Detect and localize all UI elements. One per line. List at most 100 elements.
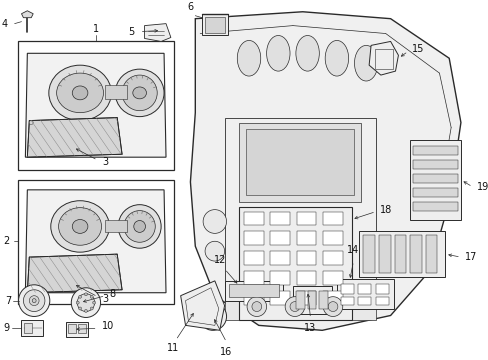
Bar: [375, 284, 388, 294]
Polygon shape: [180, 281, 224, 330]
Bar: [78, 324, 86, 333]
Circle shape: [71, 288, 101, 318]
Bar: [202, 14, 227, 36]
Bar: [244, 212, 263, 225]
Ellipse shape: [325, 40, 348, 76]
Bar: [245, 130, 354, 195]
Text: 4: 4: [1, 19, 8, 29]
Bar: [105, 220, 127, 232]
Text: 3: 3: [102, 294, 108, 304]
Circle shape: [29, 121, 33, 125]
Circle shape: [203, 210, 226, 233]
Circle shape: [327, 302, 337, 311]
Ellipse shape: [72, 86, 88, 100]
Ellipse shape: [122, 75, 157, 111]
Bar: [270, 271, 289, 285]
Bar: [296, 271, 316, 285]
Bar: [105, 85, 127, 99]
Bar: [296, 251, 316, 265]
Polygon shape: [27, 118, 122, 157]
Polygon shape: [27, 254, 122, 293]
Bar: [239, 207, 351, 320]
Circle shape: [77, 294, 95, 311]
Text: 13: 13: [304, 323, 316, 333]
Circle shape: [323, 297, 342, 316]
Bar: [296, 231, 316, 245]
Circle shape: [90, 307, 93, 310]
Bar: [228, 284, 279, 297]
Polygon shape: [25, 53, 165, 157]
Bar: [319, 291, 327, 309]
Bar: [292, 286, 331, 314]
Ellipse shape: [49, 65, 111, 121]
Circle shape: [204, 309, 220, 324]
Polygon shape: [25, 190, 165, 293]
Ellipse shape: [124, 211, 155, 242]
Bar: [307, 291, 316, 309]
Ellipse shape: [266, 36, 289, 71]
Bar: [375, 297, 388, 305]
Bar: [340, 284, 353, 294]
Bar: [363, 235, 374, 273]
Ellipse shape: [295, 36, 319, 71]
Bar: [18, 180, 173, 303]
Bar: [239, 122, 361, 202]
Text: 8: 8: [109, 289, 115, 299]
Circle shape: [289, 302, 299, 311]
Text: 14: 14: [346, 245, 359, 255]
Circle shape: [285, 297, 304, 316]
Polygon shape: [368, 41, 398, 75]
Bar: [358, 297, 370, 305]
Bar: [412, 174, 457, 183]
Text: 7: 7: [5, 296, 12, 306]
Bar: [270, 231, 289, 245]
Ellipse shape: [354, 45, 377, 81]
Polygon shape: [144, 24, 170, 41]
Text: 12: 12: [213, 255, 225, 265]
Circle shape: [84, 310, 87, 312]
Ellipse shape: [57, 73, 103, 113]
Bar: [323, 291, 342, 305]
Text: 9: 9: [3, 323, 10, 333]
Circle shape: [79, 295, 81, 298]
Circle shape: [19, 285, 50, 316]
Circle shape: [93, 301, 96, 304]
Polygon shape: [190, 12, 460, 330]
Circle shape: [209, 314, 215, 319]
Circle shape: [79, 307, 81, 310]
Circle shape: [90, 295, 93, 298]
Bar: [244, 291, 263, 305]
Bar: [270, 251, 289, 265]
Circle shape: [23, 290, 45, 311]
Bar: [394, 235, 406, 273]
Polygon shape: [21, 11, 33, 18]
Bar: [24, 323, 32, 333]
Text: 10: 10: [102, 321, 114, 331]
Bar: [412, 188, 457, 197]
Text: 3: 3: [102, 157, 108, 167]
Bar: [21, 320, 43, 336]
Circle shape: [251, 302, 261, 311]
Bar: [340, 297, 353, 305]
Circle shape: [76, 301, 79, 304]
Ellipse shape: [51, 201, 109, 252]
Bar: [425, 235, 437, 273]
Bar: [412, 146, 457, 155]
Bar: [378, 235, 390, 273]
Bar: [295, 291, 304, 309]
Text: 16: 16: [220, 347, 232, 357]
Bar: [18, 41, 173, 170]
Circle shape: [204, 241, 224, 261]
Text: 6: 6: [187, 2, 193, 12]
Ellipse shape: [72, 220, 88, 233]
Bar: [244, 271, 263, 285]
Bar: [68, 324, 76, 333]
Bar: [336, 279, 393, 309]
Circle shape: [84, 293, 87, 296]
Ellipse shape: [118, 205, 161, 248]
Text: 1: 1: [92, 23, 99, 33]
Bar: [359, 231, 445, 277]
Bar: [270, 291, 289, 305]
Bar: [244, 251, 263, 265]
Circle shape: [246, 297, 266, 316]
